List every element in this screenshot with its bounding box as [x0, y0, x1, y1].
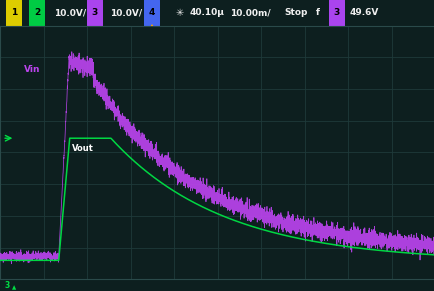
- Text: 10.0V/: 10.0V/: [110, 8, 142, 17]
- FancyBboxPatch shape: [328, 0, 344, 49]
- FancyBboxPatch shape: [29, 0, 45, 49]
- Text: 1: 1: [11, 8, 17, 17]
- Text: Vout: Vout: [72, 144, 93, 153]
- Text: 10.00m/: 10.00m/: [230, 8, 270, 17]
- Text: Vin: Vin: [24, 65, 40, 74]
- Text: ▲: ▲: [12, 285, 16, 290]
- Text: f: f: [315, 8, 319, 17]
- FancyBboxPatch shape: [87, 0, 103, 49]
- Text: 3: 3: [5, 281, 10, 290]
- Text: ✳: ✳: [174, 8, 183, 18]
- Text: 4: 4: [148, 8, 155, 17]
- Text: 2: 2: [34, 8, 40, 17]
- Text: 3: 3: [333, 8, 339, 17]
- Text: 40.10μ: 40.10μ: [190, 8, 224, 17]
- Text: 10.0V/: 10.0V/: [54, 8, 86, 17]
- Text: 49.6V: 49.6V: [349, 8, 378, 17]
- FancyBboxPatch shape: [144, 0, 160, 49]
- Text: Stop: Stop: [283, 8, 307, 17]
- FancyBboxPatch shape: [6, 0, 22, 49]
- Text: 3: 3: [92, 8, 98, 17]
